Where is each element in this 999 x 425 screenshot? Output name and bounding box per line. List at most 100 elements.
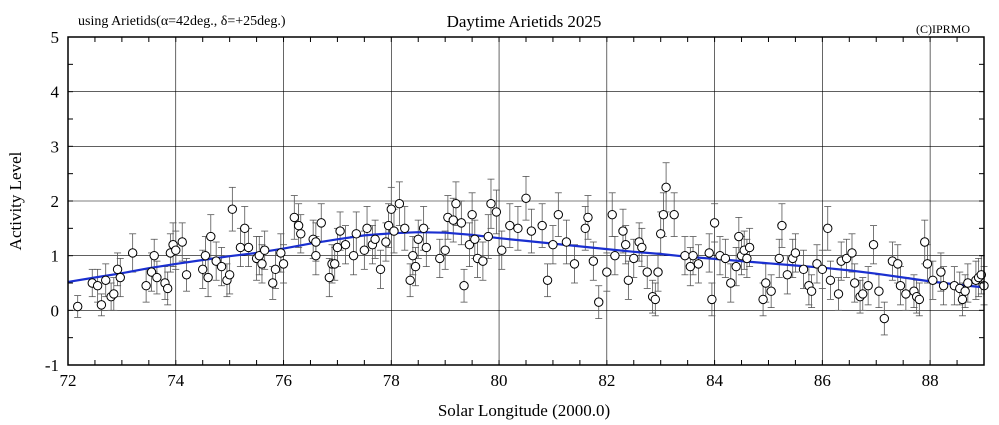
data-point (758, 294, 768, 305)
data-point (618, 226, 628, 236)
data-point (642, 267, 652, 277)
y-tick-label: 2 (51, 192, 60, 211)
x-tick-label: 86 (814, 371, 831, 390)
data-point (774, 253, 784, 264)
data-point (806, 286, 817, 296)
data-point (620, 240, 631, 250)
data-point (790, 248, 801, 258)
data-point (311, 250, 321, 261)
data-point (817, 264, 828, 275)
x-tick-label: 80 (491, 371, 508, 390)
data-point (656, 229, 666, 239)
x-tick-label: 84 (706, 371, 724, 390)
data-point (661, 182, 671, 193)
data-point (841, 253, 852, 264)
data-point (650, 294, 661, 305)
data-point (149, 250, 159, 261)
data-point (440, 245, 450, 255)
data-point (849, 278, 860, 288)
data-point (198, 264, 208, 275)
data-point (685, 261, 696, 272)
data-point (521, 193, 531, 203)
data-point (938, 281, 949, 291)
data-point (181, 270, 192, 280)
data-point (823, 223, 833, 234)
data-point (240, 223, 250, 234)
data-point (235, 242, 246, 253)
data-point (847, 248, 857, 258)
data-point (146, 267, 157, 277)
data-point (386, 204, 396, 214)
y-tick-label: 5 (51, 28, 60, 47)
copyright-label: (C)IPRMO (916, 22, 970, 36)
data-point (375, 264, 386, 275)
data-point (863, 281, 873, 291)
data-point (901, 289, 911, 299)
data-point (825, 275, 836, 285)
data-point (335, 226, 345, 236)
data-point (478, 256, 488, 266)
data-point (583, 212, 593, 223)
data-point (777, 220, 787, 231)
data-point (874, 286, 884, 296)
data-point (296, 229, 306, 239)
x-tick-label: 82 (598, 371, 615, 390)
data-point (112, 264, 123, 275)
data-point (505, 220, 515, 231)
data-point (602, 267, 612, 277)
data-point (203, 272, 213, 283)
data-point (704, 248, 714, 258)
data-point (410, 261, 421, 272)
data-point (200, 250, 211, 261)
data-point (553, 209, 564, 220)
data-point (270, 264, 281, 275)
data-point (744, 242, 755, 253)
data-point (920, 237, 930, 247)
data-point (456, 218, 467, 228)
data-point (491, 207, 502, 217)
data-point (394, 199, 405, 209)
data-point (561, 237, 572, 247)
data-point (766, 286, 776, 296)
data-point (483, 231, 493, 242)
data-point (340, 240, 351, 250)
data-point (731, 261, 741, 272)
data-point (152, 272, 162, 283)
data-point (332, 242, 343, 253)
data-point (497, 245, 507, 255)
data-point (537, 220, 547, 231)
data-point (782, 270, 793, 280)
data-point (96, 300, 107, 310)
data-point (227, 204, 238, 214)
data-point (370, 234, 380, 244)
data-point (470, 234, 480, 244)
data-point (405, 275, 415, 285)
data-point (726, 278, 736, 288)
data-point (293, 220, 304, 231)
data-point (259, 245, 270, 255)
data-point (421, 242, 432, 253)
data-point (278, 259, 289, 269)
data-point (658, 209, 669, 220)
y-tick-label: 1 (51, 247, 60, 266)
data-point (629, 253, 639, 264)
data-point (963, 278, 973, 288)
data-point (115, 272, 125, 283)
data-point (211, 256, 221, 266)
data-point (316, 218, 326, 228)
data-point (464, 240, 475, 250)
x-tick-label: 72 (60, 371, 77, 390)
data-point (720, 253, 731, 264)
data-point (362, 223, 372, 234)
data-point (895, 281, 906, 291)
data-point (486, 199, 496, 209)
data-point (257, 259, 267, 269)
data-point (383, 220, 394, 231)
data-point (957, 294, 968, 305)
data-point (688, 250, 698, 261)
data-point (653, 267, 663, 277)
data-point (542, 275, 553, 285)
data-point (868, 240, 879, 250)
fit-line-group (67, 231, 985, 289)
data-point (216, 261, 227, 272)
